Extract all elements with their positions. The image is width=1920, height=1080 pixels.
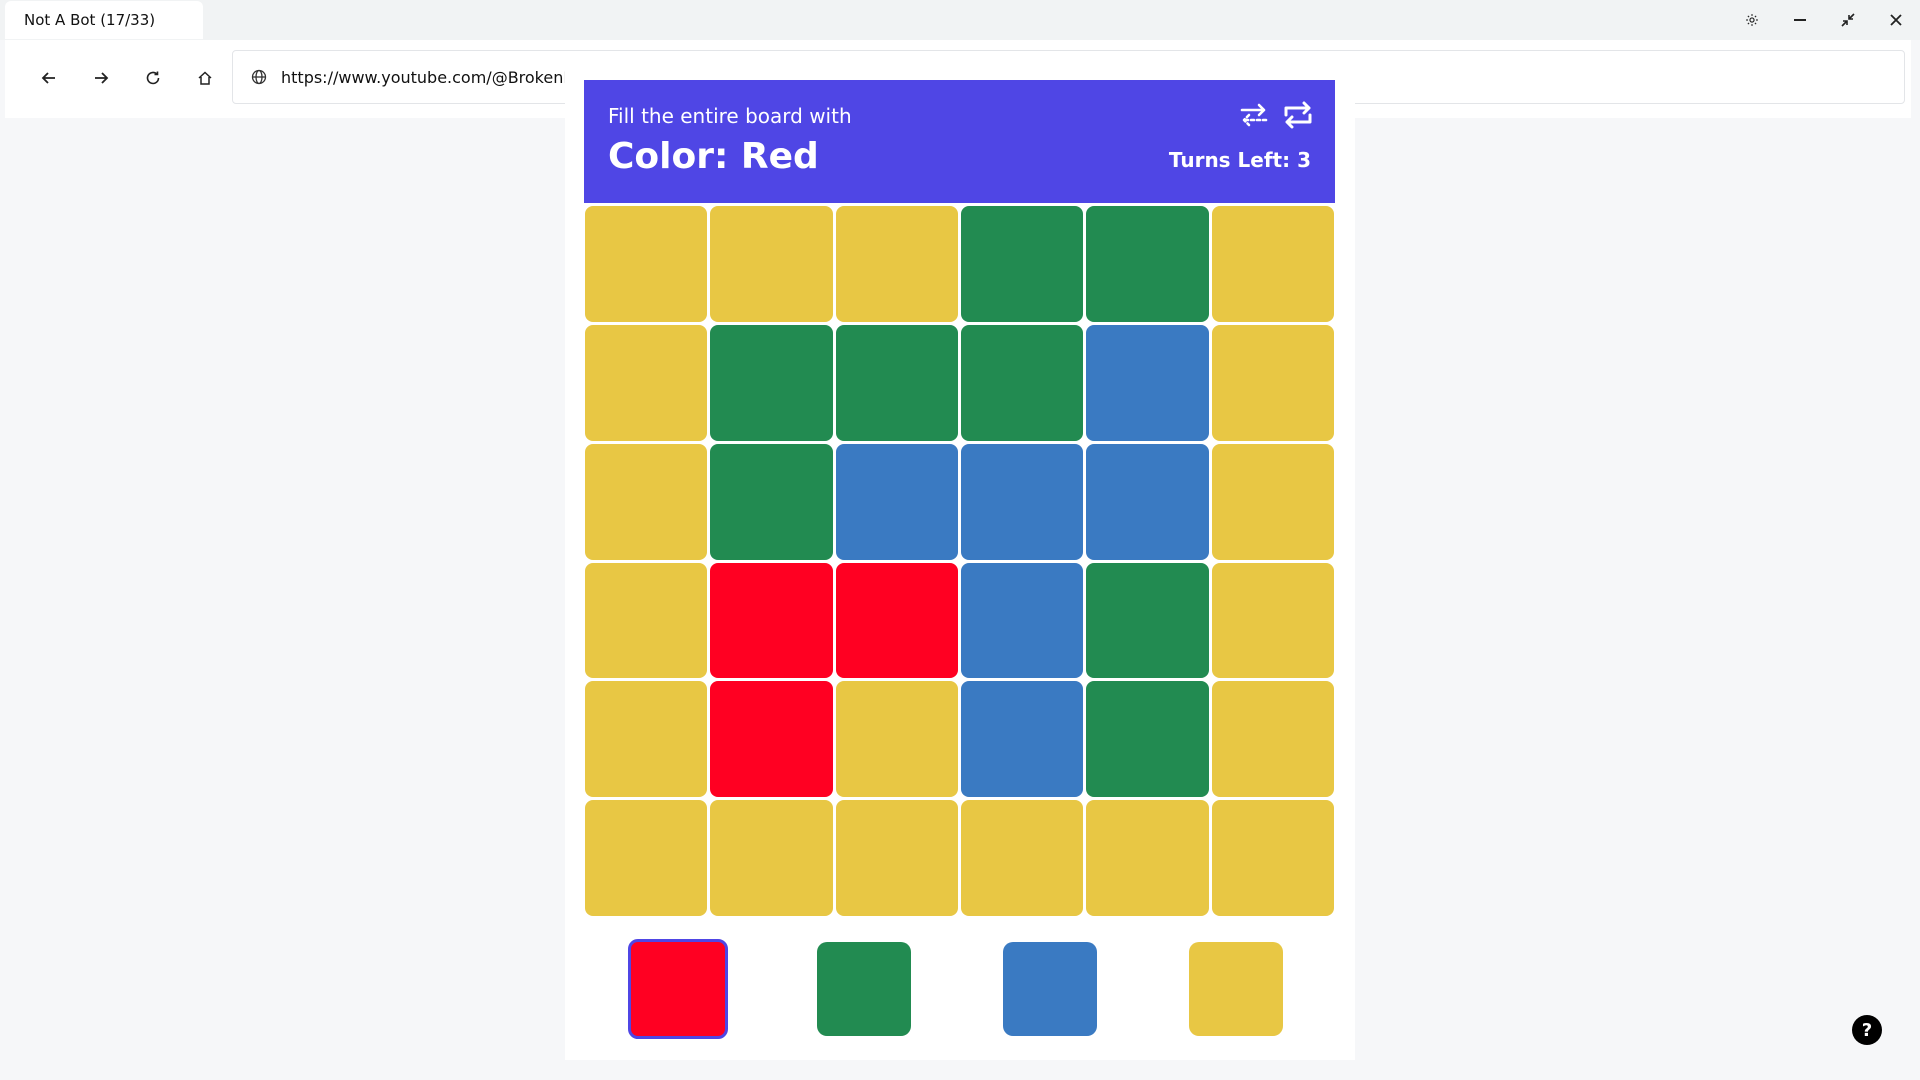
- board-cell[interactable]: [1086, 681, 1209, 798]
- board-cell[interactable]: [1211, 324, 1334, 441]
- board-cell[interactable]: [1086, 206, 1209, 322]
- board-cell[interactable]: [585, 800, 708, 916]
- swap-button[interactable]: [1237, 98, 1271, 132]
- board-cell[interactable]: [1211, 800, 1334, 916]
- collapse-arrows-icon: [1841, 13, 1855, 27]
- reload-button[interactable]: [135, 60, 171, 96]
- board-cell[interactable]: [835, 443, 958, 560]
- close-button[interactable]: [1872, 0, 1920, 40]
- restore-button[interactable]: [1824, 0, 1872, 40]
- globe-icon: [251, 69, 267, 85]
- color-option-red[interactable]: [628, 939, 728, 1039]
- game-board: [584, 204, 1335, 918]
- back-button[interactable]: [31, 60, 67, 96]
- board-cell[interactable]: [1086, 800, 1209, 916]
- target-color-title: Color: Red: [608, 136, 819, 177]
- game-panel: Fill the entire board with Color: Red Tu…: [565, 52, 1355, 1060]
- board-cell[interactable]: [1211, 443, 1334, 560]
- board-cell[interactable]: [961, 800, 1084, 916]
- color-option-green[interactable]: [817, 942, 911, 1036]
- home-button[interactable]: [187, 60, 223, 96]
- color-option-yellow[interactable]: [1189, 942, 1283, 1036]
- board-cell[interactable]: [835, 324, 958, 441]
- help-label: ?: [1861, 1019, 1873, 1041]
- game-header: Fill the entire board with Color: Red Tu…: [584, 80, 1335, 203]
- board-cell[interactable]: [835, 562, 958, 679]
- browser-tab[interactable]: Not A Bot (17/33): [5, 1, 203, 39]
- board-cell[interactable]: [1086, 443, 1209, 560]
- board-cell[interactable]: [1211, 562, 1334, 679]
- board-cell[interactable]: [835, 206, 958, 322]
- swap-arrows-icon: [1240, 103, 1268, 127]
- board-cell[interactable]: [585, 206, 708, 322]
- gear-icon: [1746, 14, 1758, 26]
- board-cell[interactable]: [961, 681, 1084, 798]
- board-cell[interactable]: [961, 443, 1084, 560]
- board-cell[interactable]: [710, 443, 833, 560]
- turns-left: Turns Left: 3: [1168, 148, 1311, 172]
- arrow-right-icon: [95, 72, 109, 84]
- close-icon: [1890, 14, 1902, 26]
- url-text: https://www.youtube.com/@BrokenBo: [281, 67, 585, 87]
- board-cell[interactable]: [1086, 324, 1209, 441]
- board-cell[interactable]: [710, 800, 833, 916]
- home-icon: [198, 71, 212, 85]
- settings-button[interactable]: [1728, 0, 1776, 40]
- arrow-left-icon: [41, 72, 55, 84]
- board-cell[interactable]: [835, 681, 958, 798]
- help-button[interactable]: ?: [1852, 1015, 1882, 1045]
- board-cell[interactable]: [710, 206, 833, 322]
- board-cell[interactable]: [835, 800, 958, 916]
- board-cell[interactable]: [1211, 206, 1334, 322]
- board-cell[interactable]: [585, 443, 708, 560]
- minimize-icon: [1794, 19, 1806, 21]
- minimize-button[interactable]: [1776, 0, 1824, 40]
- board-cell[interactable]: [585, 562, 708, 679]
- board-cell[interactable]: [961, 206, 1084, 322]
- board-cell[interactable]: [710, 324, 833, 441]
- tab-strip: Not A Bot (17/33): [0, 0, 1920, 40]
- restart-button[interactable]: [1281, 98, 1315, 132]
- color-options: [584, 939, 1335, 1042]
- tab-title: Not A Bot (17/33): [24, 11, 156, 29]
- color-option-blue[interactable]: [1003, 942, 1097, 1036]
- board-cell[interactable]: [961, 562, 1084, 679]
- board-cell[interactable]: [710, 562, 833, 679]
- board-cell[interactable]: [961, 324, 1084, 441]
- board-cell[interactable]: [710, 681, 833, 798]
- reload-icon: [146, 71, 160, 85]
- instruction-text: Fill the entire board with: [608, 104, 852, 128]
- board-cell[interactable]: [1211, 681, 1334, 798]
- repeat-icon: [1284, 101, 1312, 129]
- board-cell[interactable]: [585, 681, 708, 798]
- window-controls: [1728, 0, 1920, 40]
- board-cell[interactable]: [585, 324, 708, 441]
- board-cell[interactable]: [1086, 562, 1209, 679]
- forward-button[interactable]: [83, 60, 119, 96]
